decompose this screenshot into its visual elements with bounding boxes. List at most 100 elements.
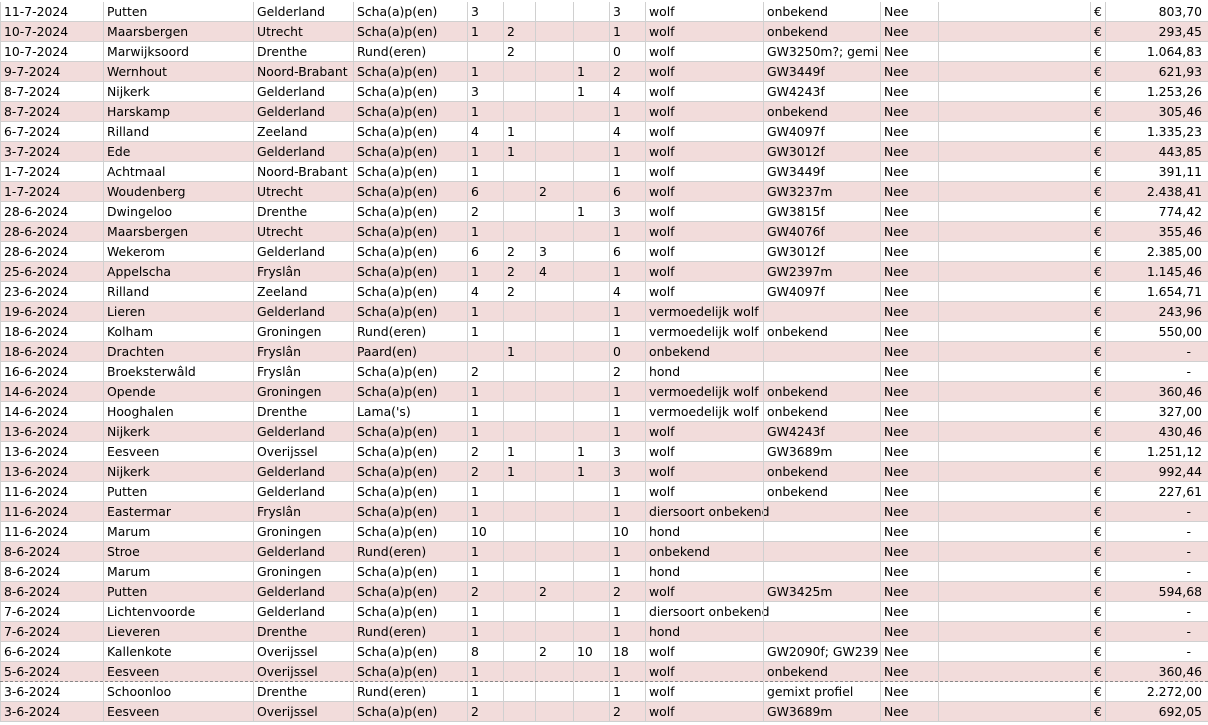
place-cell: Eesveen: [103, 662, 253, 681]
count-b-cell: 2: [503, 42, 535, 61]
province-cell: Utrecht: [253, 222, 353, 241]
count-c-cell: [535, 122, 573, 141]
animal-type-cell: Rund(eren): [353, 622, 467, 641]
place-cell: Marum: [103, 522, 253, 541]
province-cell: Drenthe: [253, 402, 353, 421]
count-total-cell: 3: [609, 462, 645, 481]
cause-cell: vermoedelijk wolf: [645, 302, 763, 321]
table-row: 14-6-2024 Hooghalen Drenthe Lama('s) 1 1 vermo…: [0, 402, 1208, 422]
count-d-cell: [573, 602, 609, 621]
cause-cell: wolf: [645, 682, 763, 701]
note-cell: [938, 2, 1090, 21]
place-cell: Wekerom: [103, 242, 253, 261]
note-cell: [938, 482, 1090, 501]
cause-cell: onbekend: [645, 542, 763, 561]
count-b-cell: [503, 622, 535, 641]
compensation-flag-cell: Nee: [880, 682, 938, 701]
count-d-cell: [573, 102, 609, 121]
currency-cell: €: [1090, 522, 1105, 541]
count-d-cell: [573, 2, 609, 21]
cause-cell: wolf: [645, 262, 763, 281]
count-b-cell: 1: [503, 462, 535, 481]
currency-cell: €: [1090, 682, 1105, 701]
table-row: 19-6-2024 Lieren Gelderland Scha(a)p(en) 1 1 v…: [0, 302, 1208, 322]
compensation-flag-cell: Nee: [880, 82, 938, 101]
compensation-flag-cell: Nee: [880, 322, 938, 341]
count-a-cell: 3: [467, 82, 503, 101]
note-cell: [938, 702, 1090, 721]
count-a-cell: [467, 42, 503, 61]
note-cell: [938, 362, 1090, 381]
dna-result-cell: [763, 562, 880, 581]
count-c-cell: [535, 682, 573, 701]
dna-result-cell: GW4076f: [763, 222, 880, 241]
animal-type-cell: Scha(a)p(en): [353, 562, 467, 581]
cause-cell: hond: [645, 622, 763, 641]
count-c-cell: [535, 302, 573, 321]
animal-type-cell: Scha(a)p(en): [353, 62, 467, 81]
cause-cell: diersoort onbekend: [645, 502, 770, 521]
date-cell: 8-7-2024: [0, 82, 103, 101]
compensation-flag-cell: Nee: [880, 582, 938, 601]
province-cell: Overijssel: [253, 662, 353, 681]
place-cell: Harskamp: [103, 102, 253, 121]
count-d-cell: [573, 282, 609, 301]
count-a-cell: 2: [467, 462, 503, 481]
count-d-cell: [573, 482, 609, 501]
note-cell: [938, 462, 1090, 481]
count-total-cell: 1: [609, 502, 645, 521]
cause-cell: wolf: [645, 142, 763, 161]
date-cell: 8-6-2024: [0, 562, 103, 581]
count-total-cell: 2: [609, 362, 645, 381]
amount-cell: 1.064,83: [1105, 42, 1205, 61]
currency-cell: €: [1090, 2, 1105, 21]
compensation-flag-cell: Nee: [880, 262, 938, 281]
compensation-flag-cell: Nee: [880, 522, 938, 541]
count-total-cell: 6: [609, 242, 645, 261]
count-a-cell: 1: [467, 682, 503, 701]
count-total-cell: 4: [609, 82, 645, 101]
animal-type-cell: Rund(eren): [353, 42, 467, 61]
note-cell: [938, 242, 1090, 261]
place-cell: Kolham: [103, 322, 253, 341]
animal-type-cell: Scha(a)p(en): [353, 382, 467, 401]
animal-type-cell: Rund(eren): [353, 322, 467, 341]
count-a-cell: 1: [467, 402, 503, 421]
cause-cell: wolf: [645, 702, 763, 721]
province-cell: Noord-Brabant: [253, 62, 353, 81]
count-total-cell: 6: [609, 182, 645, 201]
count-a-cell: 2: [467, 442, 503, 461]
count-a-cell: 1: [467, 502, 503, 521]
amount-cell: 1.335,23: [1105, 122, 1205, 141]
compensation-flag-cell: Nee: [880, 602, 938, 621]
amount-cell: 243,96: [1105, 302, 1205, 321]
note-cell: [938, 82, 1090, 101]
animal-type-cell: Scha(a)p(en): [353, 22, 467, 41]
table-row: 6-6-2024 Kallenkote Overijssel Scha(a)p(en)…: [0, 642, 1208, 662]
count-total-cell: 1: [609, 402, 645, 421]
table-row: 5-6-2024 Eesveen Overijssel Scha(a)p(en) 1 1 w…: [0, 662, 1208, 682]
count-b-cell: [503, 82, 535, 101]
count-b-cell: [503, 562, 535, 581]
province-cell: Fryslân: [253, 262, 353, 281]
dna-result-cell: GW3237m: [763, 182, 880, 201]
amount-cell: 692,05: [1105, 702, 1205, 721]
compensation-flag-cell: Nee: [880, 282, 938, 301]
province-cell: Utrecht: [253, 182, 353, 201]
amount-cell: -: [1105, 342, 1205, 361]
cause-cell: wolf: [645, 482, 763, 501]
dna-result-cell: [763, 602, 880, 621]
cause-cell: wolf: [645, 422, 763, 441]
place-cell: Putten: [103, 582, 253, 601]
count-c-cell: 2: [535, 642, 573, 661]
count-d-cell: 1: [573, 462, 609, 481]
count-b-cell: [503, 582, 535, 601]
animal-type-cell: Scha(a)p(en): [353, 502, 467, 521]
dna-result-cell: GW3449f: [763, 62, 880, 81]
count-total-cell: 1: [609, 622, 645, 641]
province-cell: Overijssel: [253, 642, 353, 661]
place-cell: Marum: [103, 562, 253, 581]
count-d-cell: 1: [573, 62, 609, 81]
amount-cell: -: [1105, 642, 1205, 661]
